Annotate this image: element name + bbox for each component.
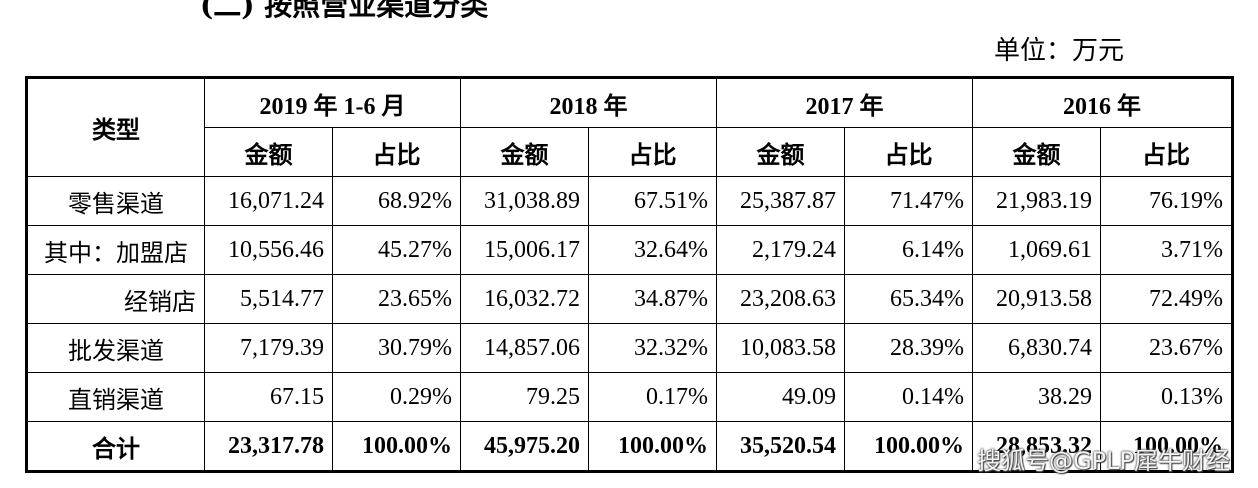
row-label: 其中：加盟店 — [26, 225, 205, 275]
share-cell: 100.00% — [844, 421, 973, 472]
row-label: 零售渠道 — [26, 176, 205, 226]
amount-cell: 16,032.72 — [460, 274, 589, 324]
amount-header: 金额 — [204, 127, 333, 177]
amount-cell: 67.15 — [204, 372, 333, 422]
share-header: 占比 — [588, 127, 717, 177]
watermark: 搜狐号@GPLP犀牛财经 — [977, 447, 1230, 475]
amount-cell: 14,857.06 — [460, 323, 589, 373]
amount-cell: 31,038.89 — [460, 176, 589, 226]
amount-cell: 1,069.61 — [972, 225, 1101, 275]
unit-label: 单位：万元 — [993, 36, 1124, 66]
share-cell: 6.14% — [844, 225, 973, 275]
total-label: 合计 — [26, 421, 205, 472]
amount-cell: 7,179.39 — [204, 323, 333, 373]
amount-cell: 35,520.54 — [716, 421, 845, 472]
share-cell: 32.32% — [588, 323, 717, 373]
amount-cell: 21,983.19 — [972, 176, 1101, 226]
share-cell: 28.39% — [844, 323, 973, 373]
row-label: 批发渠道 — [26, 323, 205, 373]
share-header: 占比 — [1100, 127, 1233, 177]
share-cell: 0.13% — [1100, 372, 1233, 422]
table-header-row: 类型 2019 年 1-6 月 2018 年 2017 年 2016 年 — [26, 77, 1233, 177]
amount-cell: 79.25 — [460, 372, 589, 422]
table-row: 批发渠道 7,179.39 30.79% 14,857.06 32.32% 10… — [26, 323, 1233, 373]
share-cell: 100.00% — [332, 421, 461, 472]
share-cell: 0.14% — [844, 372, 973, 422]
share-cell: 100.00% — [1100, 421, 1233, 472]
channel-revenue-table: 类型 2019 年 1-6 月 2018 年 2017 年 2016 年 金额 … — [25, 76, 1234, 473]
amount-cell: 6,830.74 — [972, 323, 1101, 373]
row-label: 直销渠道 — [26, 372, 205, 422]
amount-cell: 10,556.46 — [204, 225, 333, 275]
table-row: 其中：加盟店 10,556.46 45.27% 15,006.17 32.64%… — [26, 225, 1233, 275]
share-cell: 0.17% — [588, 372, 717, 422]
amount-cell: 23,317.78 — [204, 421, 333, 472]
amount-cell: 28,853.32 — [972, 421, 1101, 472]
amount-cell: 16,071.24 — [204, 176, 333, 226]
share-cell: 45.27% — [332, 225, 461, 275]
share-cell: 67.51% — [588, 176, 717, 226]
share-cell: 100.00% — [588, 421, 717, 472]
table-row: 直销渠道 67.15 0.29% 79.25 0.17% 49.09 0.14%… — [26, 372, 1233, 422]
share-cell: 23.65% — [332, 274, 461, 324]
amount-cell: 38.29 — [972, 372, 1101, 422]
amount-cell: 45,975.20 — [460, 421, 589, 472]
amount-cell: 20,913.58 — [972, 274, 1101, 324]
table-subheader-row: 金额 占比 金额 占比 金额 占比 金额 占比 — [27, 127, 1233, 177]
share-cell: 23.67% — [1100, 323, 1233, 373]
share-header: 占比 — [844, 127, 973, 177]
period-header-2018: 2018 年 — [460, 77, 717, 128]
amount-header: 金额 — [460, 127, 589, 177]
amount-header: 金额 — [972, 127, 1101, 177]
period-header-2019h1: 2019 年 1-6 月 — [204, 77, 461, 128]
share-cell: 0.29% — [332, 372, 461, 422]
table-row: 零售渠道 16,071.24 68.92% 31,038.89 67.51% 2… — [26, 176, 1233, 226]
share-cell: 72.49% — [1100, 274, 1233, 324]
share-cell: 30.79% — [332, 323, 461, 373]
total-row: 合计 23,317.78 100.00% 45,975.20 100.00% 3… — [26, 421, 1233, 472]
type-header: 类型 — [26, 77, 205, 177]
amount-cell: 23,208.63 — [716, 274, 845, 324]
share-cell: 65.34% — [844, 274, 973, 324]
amount-cell: 2,179.24 — [716, 225, 845, 275]
share-header: 占比 — [332, 127, 461, 177]
amount-cell: 15,006.17 — [460, 225, 589, 275]
amount-header: 金额 — [716, 127, 845, 177]
table-row: 经销店 5,514.77 23.65% 16,032.72 34.87% 23,… — [26, 274, 1233, 324]
share-cell: 34.87% — [588, 274, 717, 324]
share-cell: 71.47% — [844, 176, 973, 226]
share-cell: 76.19% — [1100, 176, 1233, 226]
period-header-2016: 2016 年 — [972, 77, 1233, 128]
amount-cell: 5,514.77 — [204, 274, 333, 324]
period-header-2017: 2017 年 — [716, 77, 973, 128]
row-label: 经销店 — [26, 274, 205, 324]
share-cell: 32.64% — [588, 225, 717, 275]
amount-cell: 49.09 — [716, 372, 845, 422]
section-heading: (二) 按照营业渠道分类 — [200, 0, 489, 22]
amount-cell: 10,083.58 — [716, 323, 845, 373]
amount-cell: 25,387.87 — [716, 176, 845, 226]
share-cell: 3.71% — [1100, 225, 1233, 275]
share-cell: 68.92% — [332, 176, 461, 226]
